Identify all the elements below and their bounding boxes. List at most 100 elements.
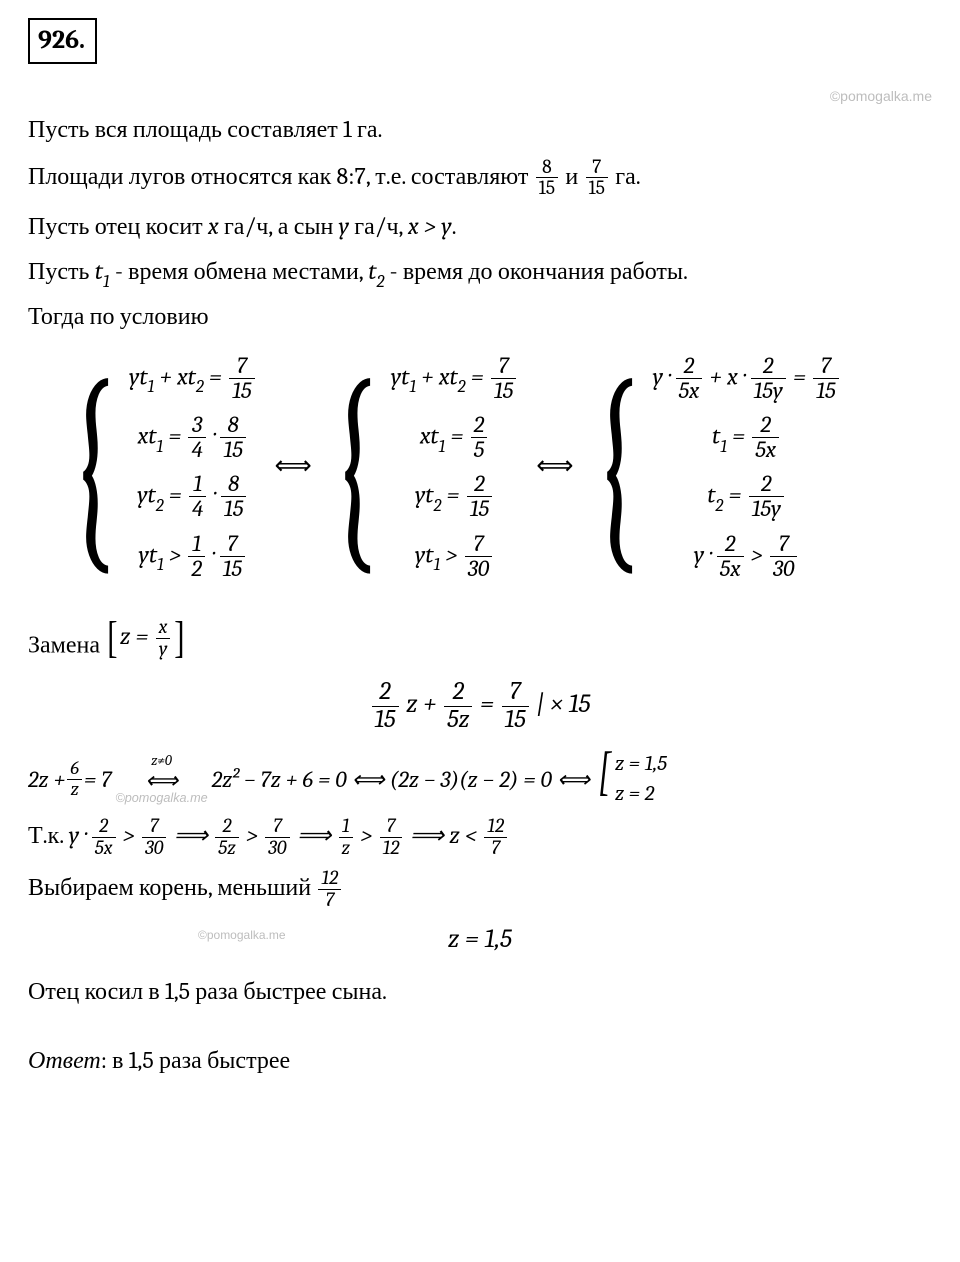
- systems-row: { yt1 + xt2 = 715 xt1 = 34 · 815 yt2 = 1…: [68, 348, 932, 588]
- system-2: { yt1 + xt2 = 715 xt1 = 25 yt2 = 215 yt1…: [330, 348, 519, 588]
- p3-a: Пусть отец косит: [28, 212, 208, 240]
- frac-7-15-d: 715: [813, 354, 838, 403]
- x-gt-y: x > y: [408, 212, 452, 240]
- frac-12-7: 127: [484, 816, 507, 858]
- subst-label: Замена: [28, 630, 105, 658]
- frac-2-5x-b: 25x: [752, 413, 779, 462]
- frac-7-30-c: 730: [142, 816, 166, 858]
- subst-box: [ z = xy ]: [105, 617, 187, 659]
- sys2-line3: yt2 = 215: [391, 472, 518, 521]
- left-bracket-icon: [: [598, 749, 611, 810]
- watermark-top: ©pomogalka.me: [28, 86, 932, 106]
- substitution-line: Замена [ z = xy ]: [28, 613, 932, 669]
- sys1-line3: yt2 = 14 · 815: [129, 472, 256, 521]
- z-eq-xy: z = xy: [120, 617, 173, 659]
- frac-7-30-d: 730: [265, 816, 289, 858]
- system-3-body: y · 25x + x · 215y = 715 t1 = 25x t2 = 2…: [653, 348, 841, 588]
- fraction-8-15: 815: [536, 157, 558, 199]
- frac-x-y: xy: [156, 617, 171, 659]
- solution-cases: [ z = 1,5 z = 2: [594, 749, 667, 810]
- iff-2: ⟺: [532, 448, 577, 486]
- system-1: { yt1 + xt2 = 715 xt1 = 34 · 815 yt2 = 1…: [68, 348, 257, 588]
- left-bracket-icon: [: [107, 618, 117, 658]
- sys1-line1: yt1 + xt2 = 715: [129, 354, 256, 403]
- answer-label: Ответ: [28, 1046, 101, 1074]
- solve-line: 2z + 6z = 7 z≠0 ⟺ ©pomogalka.me 2z² − 7z…: [28, 749, 932, 810]
- iff-stack: z≠0 ⟺ ©pomogalka.me: [115, 754, 207, 804]
- iff-1: ⟺: [271, 448, 316, 486]
- answer-line: Ответ: в 1,5 раза быстрее: [28, 1043, 932, 1078]
- frac-7-15-c: 715: [491, 354, 516, 403]
- p2-text-b: и: [565, 162, 583, 190]
- tk: Т.к.: [28, 821, 69, 849]
- frac-2-5x-d: 25x: [92, 816, 116, 858]
- sys3-line3: t2 = 215y: [653, 472, 841, 521]
- var-t1: t1: [95, 257, 110, 285]
- frac-2-5: 25: [471, 413, 488, 462]
- iff-icon: ⟺: [145, 769, 178, 792]
- brace-icon: {: [330, 373, 379, 562]
- sys3-line4: y · 25x > 730: [653, 532, 841, 581]
- var-y: y: [339, 212, 349, 240]
- p2-text-c: га.: [615, 162, 640, 190]
- final-z: z = 1,5: [28, 921, 932, 959]
- answer-value: : в 1,5 раза быстрее: [101, 1046, 290, 1074]
- sys1-line2: xt1 = 34 · 815: [129, 413, 256, 462]
- system-3: { y · 25x + x · 215y = 715 t1 = 25x t2 =…: [592, 348, 841, 588]
- paragraph-2: Площади лугов относятся как 8:7, т.е. со…: [28, 157, 932, 199]
- sys2-line2: xt1 = 25: [391, 413, 518, 462]
- frac-2-5z-b: 25z: [215, 816, 238, 858]
- frac-2-15: 215: [467, 472, 492, 521]
- inequality-chain: Т.к. y · 25x > 730 ⟹ 25z > 730 ⟹ 1z > 71…: [28, 816, 932, 858]
- frac-3-4: 34: [188, 413, 205, 462]
- frac-8-15-c: 815: [221, 472, 246, 521]
- frac-1-z: 1z: [339, 816, 354, 858]
- brace-icon: {: [68, 373, 117, 562]
- frac-12-7-b: 127: [318, 868, 341, 910]
- frac-7-12: 712: [380, 816, 403, 858]
- var-t2: t2: [368, 257, 384, 285]
- system-1-body: yt1 + xt2 = 715 xt1 = 34 · 815 yt2 = 14 …: [129, 348, 256, 588]
- p3-b: га/ч, а сын: [224, 212, 339, 240]
- frac-7-30-b: 730: [770, 532, 797, 581]
- var-x: x: [208, 212, 219, 240]
- sys2-line4: yt1 > 730: [391, 532, 518, 581]
- frac-7-30: 730: [465, 532, 492, 581]
- frac-8-15-b: 815: [220, 413, 245, 462]
- frac-6-z: 6z: [67, 759, 82, 800]
- p4-c: - время до окончания работы.: [390, 257, 688, 285]
- frac-7-15-b: 715: [220, 532, 245, 581]
- paragraph-5: Тогда по условию: [28, 299, 932, 334]
- frac-2-5x: 25x: [676, 354, 703, 403]
- problem-number: 926.: [28, 18, 97, 64]
- cases-body: z = 1,5 z = 2: [615, 749, 667, 810]
- choose-root: Выбираем корень, меньший 127: [28, 868, 932, 910]
- right-bracket-icon: ]: [175, 618, 185, 658]
- frac-1-2: 12: [188, 532, 205, 581]
- choose-root-text: Выбираем корень, меньший: [28, 873, 316, 901]
- sys3-line2: t1 = 25x: [653, 413, 841, 462]
- frac-2-5z: 25z: [444, 679, 472, 732]
- watermark-bottom: ©pomogalka.me: [198, 927, 286, 944]
- p3-d: .: [452, 212, 457, 240]
- p3-c: га/ч,: [354, 212, 408, 240]
- sys1-line4: yt1 > 12 · 715: [129, 532, 256, 581]
- frac-2-15-b: 215: [372, 679, 399, 732]
- p2-text-a: Площади лугов относятся как 8:7, т.е. со…: [28, 162, 534, 190]
- frac-7-15-e: 715: [502, 679, 529, 732]
- frac-2-5x-c: 25x: [717, 532, 744, 581]
- paragraph-3: Пусть отец косит x га/ч, а сын y га/ч, x…: [28, 209, 932, 244]
- paragraph-4: Пусть t1 - время обмена местами, t2 - вр…: [28, 254, 932, 289]
- center-equation: 215 z + 25z = 715 | × 15: [28, 679, 932, 732]
- conclusion: Отец косил в 1,5 раза быстрее сына.: [28, 974, 932, 1009]
- system-2-body: yt1 + xt2 = 715 xt1 = 25 yt2 = 215 yt1 >…: [391, 348, 518, 588]
- paragraph-1: Пусть вся площадь составляет 1 га.: [28, 112, 932, 147]
- sys3-line1: y · 25x + x · 215y = 715: [653, 354, 841, 403]
- case-2: z = 2: [615, 779, 667, 810]
- case-1: z = 1,5: [615, 749, 667, 780]
- p4-b: - время обмена местами,: [115, 257, 368, 285]
- fraction-7-15: 715: [586, 157, 608, 199]
- frac-2-15y-b: 215y: [749, 472, 784, 521]
- watermark-mid: ©pomogalka.me: [115, 792, 207, 805]
- p4-a: Пусть: [28, 257, 95, 285]
